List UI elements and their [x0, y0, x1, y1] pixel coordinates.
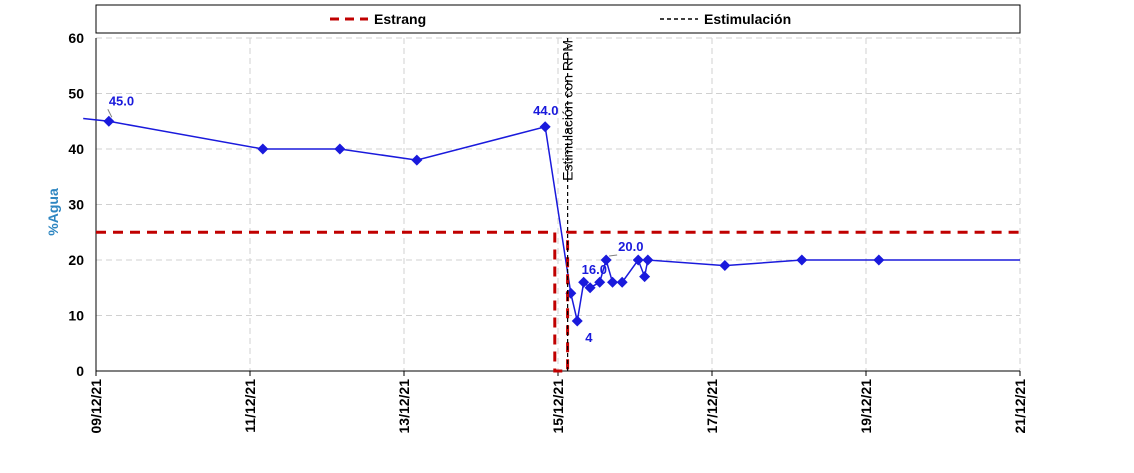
data-point-marker [257, 143, 269, 155]
grid [96, 37, 1021, 371]
data-point-marker [411, 154, 423, 166]
data-point-marker [607, 276, 619, 288]
data-point-marker [103, 115, 115, 127]
estimulacion-label: Estimulación con RPM [560, 40, 576, 181]
data-point-marker [334, 143, 346, 155]
y-axis-label: %Agua [45, 188, 61, 236]
x-tick-label: 13/12/21 [396, 379, 412, 434]
data-point-marker [616, 276, 628, 288]
data-point-marker [796, 254, 808, 266]
data-point-marker [719, 260, 731, 272]
x-tick-label: 09/12/21 [88, 379, 104, 434]
legend-label-estrang: Estrang [374, 11, 426, 27]
data-point-marker [642, 254, 654, 266]
data-point-marker [594, 276, 606, 288]
data-point-marker [584, 282, 596, 294]
y-tick-label: 50 [68, 86, 84, 102]
data-label-leader [609, 254, 618, 257]
y-tick-label: 60 [68, 30, 84, 46]
data-point-marker [639, 271, 651, 283]
data-label: 20.0 [618, 239, 643, 254]
legend-label-estimulacion: Estimulación [704, 11, 791, 27]
data-label: 44.0 [533, 103, 558, 118]
data-point-marker [539, 121, 551, 133]
data-label: 4 [585, 330, 593, 345]
data-point-marker [571, 315, 583, 327]
x-tick-label: 17/12/21 [704, 379, 720, 434]
data-label-leader [107, 109, 113, 118]
data-label: 45.0 [109, 93, 134, 108]
series-line-estrang [96, 230, 1020, 373]
tick-labels: 0 10 20 30 40 50 60 09/12/21 11/12/21 13/12/21 15/… [68, 30, 1028, 434]
x-tick-label: 11/12/21 [242, 379, 258, 433]
data-label: 16.0 [582, 262, 607, 277]
data-labels: Estimulación con RPM 45.0 44.0 16.0 20.0 4 [107, 40, 643, 345]
y-tick-label: 40 [68, 141, 84, 157]
y-tick-label: 30 [68, 197, 84, 213]
data-point-marker [600, 254, 612, 266]
legend-box [95, 4, 1021, 34]
y-tick-label: 0 [76, 363, 84, 379]
series [83, 38, 1020, 373]
y-tick-label: 20 [68, 252, 84, 268]
x-tick-label: 15/12/21 [550, 379, 566, 434]
y-tick-label: 10 [68, 308, 84, 324]
x-tick-label: 21/12/21 [1012, 379, 1028, 434]
x-tick-label: 19/12/21 [858, 379, 874, 434]
data-point-marker [632, 254, 644, 266]
data-point-marker [873, 254, 885, 266]
data-point-marker [578, 276, 590, 288]
